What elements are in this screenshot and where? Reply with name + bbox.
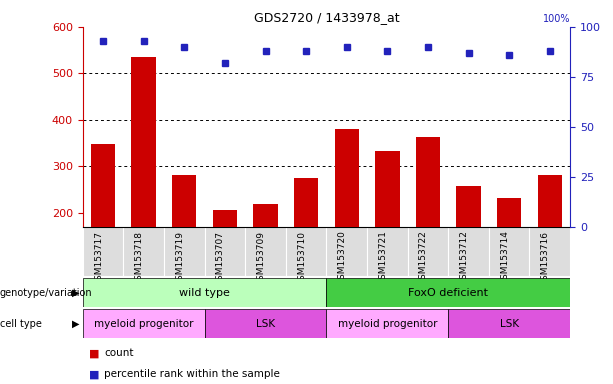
Bar [530,227,570,276]
Text: cell type: cell type [0,318,42,329]
Bar [326,309,448,338]
Text: GSM153721: GSM153721 [378,230,387,285]
Text: GSM153719: GSM153719 [175,230,185,286]
Bar [286,227,326,276]
Text: count: count [104,348,134,358]
Text: ■: ■ [89,348,99,358]
Text: percentile rank within the sample: percentile rank within the sample [104,369,280,379]
Text: GSM153716: GSM153716 [541,230,550,286]
Text: wild type: wild type [179,288,230,298]
Bar [253,204,278,306]
Bar [245,227,286,276]
Bar [416,137,440,306]
Text: GSM153707: GSM153707 [216,230,225,286]
Text: myeloid progenitor: myeloid progenitor [94,318,194,329]
Bar [91,144,115,306]
Bar [131,57,156,306]
Text: GSM153709: GSM153709 [256,230,265,286]
Bar [172,175,196,306]
Bar [213,210,237,306]
Bar [497,198,521,306]
Bar [164,227,205,276]
Text: GSM153712: GSM153712 [460,230,468,285]
Text: GSM153710: GSM153710 [297,230,306,286]
Title: GDS2720 / 1433978_at: GDS2720 / 1433978_at [254,11,399,24]
Text: ▶: ▶ [72,318,80,329]
Bar [538,175,562,306]
Bar [326,278,570,307]
Bar [205,309,326,338]
Bar [83,309,205,338]
Text: ■: ■ [89,369,99,379]
Bar [294,178,318,306]
Bar [123,227,164,276]
Text: GSM153714: GSM153714 [500,230,509,285]
Text: LSK: LSK [500,318,519,329]
Text: genotype/variation: genotype/variation [0,288,93,298]
Text: GSM153718: GSM153718 [135,230,143,286]
Text: FoxO deficient: FoxO deficient [408,288,489,298]
Bar [335,129,359,306]
Text: LSK: LSK [256,318,275,329]
Bar [83,278,326,307]
Bar [448,227,489,276]
Bar [205,227,245,276]
Bar [448,309,570,338]
Text: ▶: ▶ [72,288,80,298]
Bar [456,186,481,306]
Bar [367,227,408,276]
Text: 100%: 100% [543,14,570,24]
Bar [489,227,530,276]
Text: GSM153717: GSM153717 [94,230,103,286]
Bar [326,227,367,276]
Bar [375,151,400,306]
Text: GSM153722: GSM153722 [419,230,428,285]
Bar [408,227,448,276]
Text: myeloid progenitor: myeloid progenitor [338,318,437,329]
Bar [83,227,123,276]
Text: GSM153720: GSM153720 [338,230,347,285]
